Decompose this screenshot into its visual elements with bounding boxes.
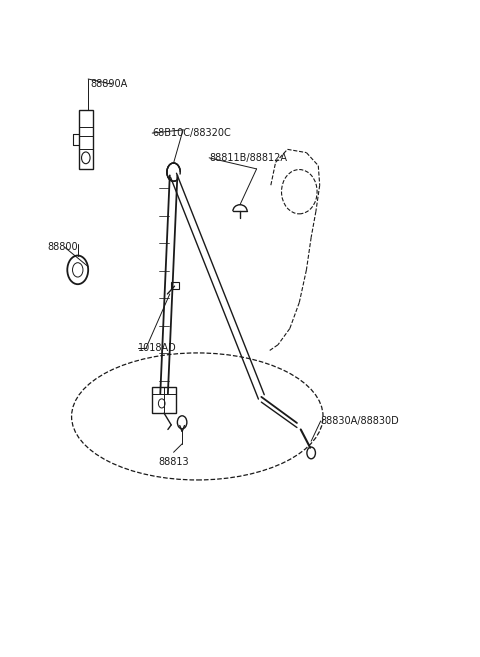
Text: 68B10C/88320C: 68B10C/88320C	[152, 128, 231, 138]
Text: 1018AD: 1018AD	[138, 343, 177, 353]
Text: 88813: 88813	[158, 457, 189, 467]
Text: 88830A/88830D: 88830A/88830D	[321, 416, 399, 426]
FancyBboxPatch shape	[171, 283, 179, 289]
Text: 88890A: 88890A	[91, 79, 128, 89]
Text: 88800: 88800	[48, 242, 78, 252]
Text: 88811B/88812A: 88811B/88812A	[209, 153, 287, 163]
